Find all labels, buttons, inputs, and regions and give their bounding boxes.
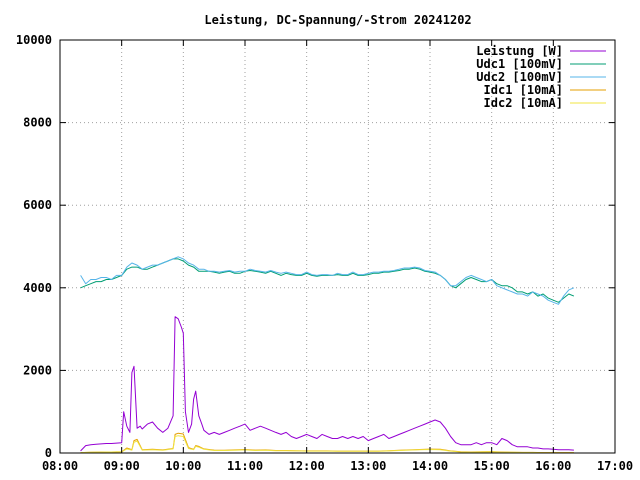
series-line-3 [80, 256, 575, 305]
chart-title: Leistung, DC-Spannung/-Strom 20241202 [204, 13, 471, 27]
y-tick-label: 8000 [23, 116, 52, 130]
x-tick-label: 11:00 [227, 459, 263, 473]
x-tick-label: 09:00 [104, 459, 140, 473]
legend-label: Udc2 [100mV] [476, 70, 563, 84]
x-axis: 08:00 09:00 10:00 11:00 12:00 13:00 14:00 15:00… [42, 40, 633, 473]
x-tick-label: 13:00 [350, 459, 386, 473]
plot-frame [59, 39, 616, 454]
legend-label: Udc1 [100mV] [476, 57, 563, 71]
y-tick-label: 2000 [23, 363, 52, 377]
legend-label: Idc2 [10mA] [484, 96, 563, 110]
x-tick-label: 17:00 [597, 459, 633, 473]
series-line-5 [80, 435, 574, 454]
x-tick-label: 10:00 [165, 459, 201, 473]
series-line-1 [80, 316, 574, 452]
x-tick-label: 14:00 [412, 459, 448, 473]
legend: Leistung [W]Udc1 [100mV]Udc2 [100mV]Idc1… [476, 44, 606, 110]
x-tick-label: 08:00 [42, 459, 78, 473]
series-group [80, 256, 575, 454]
y-tick-label: 10000 [16, 33, 52, 47]
y-axis: 0 2000 4000 6000 8000 10000 [16, 33, 615, 460]
x-tick-label: 12:00 [289, 459, 325, 473]
x-tick-label: 15:00 [474, 459, 510, 473]
x-tick-label: 16:00 [535, 459, 571, 473]
y-tick-label: 0 [45, 446, 52, 460]
y-tick-label: 6000 [23, 198, 52, 212]
legend-label: Idc1 [10mA] [484, 83, 563, 97]
legend-label: Leistung [W] [476, 44, 563, 58]
y-tick-label: 4000 [23, 281, 52, 295]
grid [60, 40, 615, 453]
